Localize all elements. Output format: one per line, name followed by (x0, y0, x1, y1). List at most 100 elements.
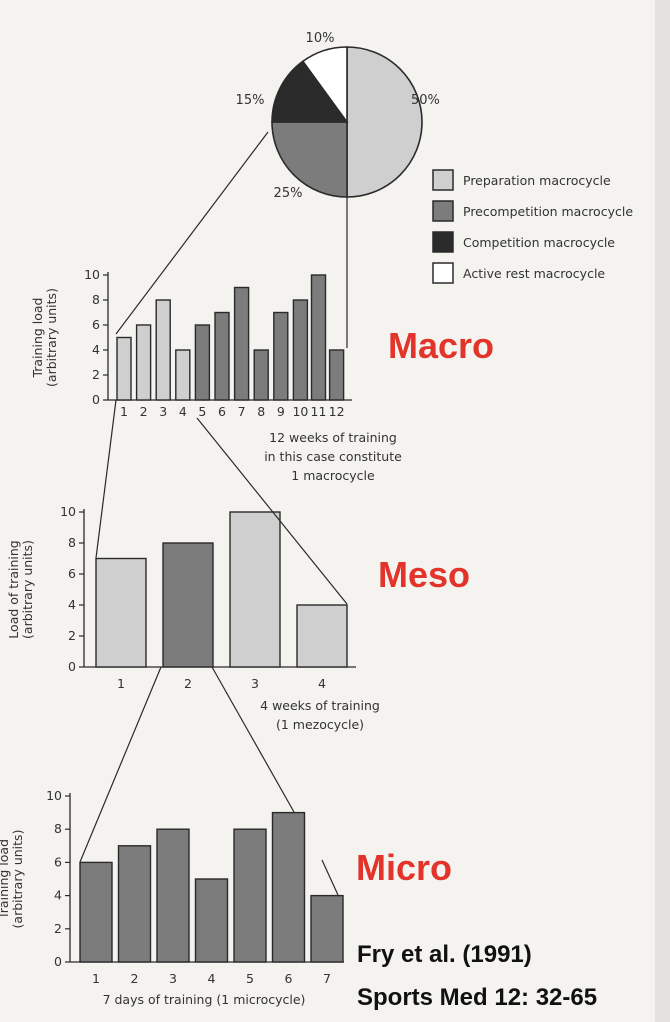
micro-label: Micro (356, 847, 452, 888)
bar (229, 511, 281, 668)
bar (194, 878, 229, 963)
x-tick-label: 6 (285, 971, 293, 986)
x-tick-label: 6 (218, 404, 226, 419)
x-tick-label: 4 (208, 971, 216, 986)
x-tick-label: 3 (169, 971, 177, 986)
pie-slice-label: 10% (306, 31, 335, 46)
y-tick-label: 10 (84, 267, 100, 282)
y-axis-label: Training load (30, 297, 45, 378)
bar (253, 349, 269, 401)
bar (117, 845, 152, 963)
y-axis-label-units: (arbitrary units) (44, 288, 59, 387)
x-tick-label: 2 (140, 404, 148, 419)
y-tick-label: 8 (54, 821, 62, 836)
chart-caption: 4 weeks of training (260, 698, 380, 713)
bar (292, 299, 309, 401)
macro-to-meso-right (196, 417, 348, 605)
macro-label: Macro (388, 325, 494, 366)
legend-swatch (432, 169, 454, 191)
bar (162, 542, 214, 668)
y-tick-label: 8 (92, 292, 100, 307)
y-tick-label: 4 (54, 888, 62, 903)
y-tick-label: 2 (92, 367, 100, 382)
y-tick-label: 6 (68, 566, 76, 581)
zoom-connectors (79, 131, 348, 896)
x-tick-label: 4 (179, 404, 187, 419)
bar (155, 299, 171, 401)
bar (175, 349, 191, 401)
y-axis-label-units: (arbitrary units) (20, 540, 35, 639)
micro-edge (321, 859, 339, 896)
x-tick-label: 7 (323, 971, 331, 986)
bar (271, 811, 306, 963)
chart-caption: 1 macrocycle (291, 468, 375, 483)
y-tick-label: 8 (68, 535, 76, 550)
y-tick-label: 10 (46, 788, 62, 803)
chart-caption: 12 weeks of training (269, 430, 397, 445)
bar (296, 604, 348, 668)
macro-to-meso-left (95, 399, 117, 559)
y-tick-label: 0 (92, 392, 100, 407)
x-tick-label: 2 (184, 676, 192, 691)
bar (273, 311, 289, 401)
pie-slice (346, 46, 423, 198)
x-tick-label: 4 (318, 676, 326, 691)
pie-slice-label: 25% (274, 186, 303, 201)
y-axis-label: Load of training (6, 540, 21, 638)
x-tick-label: 10 (292, 404, 308, 419)
x-tick-label: 12 (329, 404, 345, 419)
y-tick-label: 2 (68, 628, 76, 643)
y-tick-label: 0 (68, 659, 76, 674)
meso-to-micro-left (79, 666, 162, 863)
y-tick-label: 4 (92, 342, 100, 357)
x-tick-label: 1 (92, 971, 100, 986)
y-tick-label: 6 (54, 854, 62, 869)
bar (116, 336, 132, 401)
citation-journal: Sports Med 12: 32-65 (357, 984, 597, 1011)
bar (310, 274, 327, 401)
pie-slice-label: 50% (411, 93, 440, 108)
chart-caption: (1 mezocycle) (276, 717, 364, 732)
bar (233, 286, 250, 401)
y-tick-label: 4 (68, 597, 76, 612)
bar (328, 349, 345, 401)
x-tick-label: 3 (251, 676, 259, 691)
legend-label: Precompetition macrocycle (463, 204, 633, 219)
bar (95, 557, 147, 668)
meso-label: Meso (378, 554, 470, 595)
legend-swatch (432, 262, 454, 284)
x-tick-label: 5 (246, 971, 254, 986)
pie-slice-label: 15% (236, 93, 265, 108)
bar (310, 894, 344, 963)
bar (233, 828, 267, 963)
y-tick-label: 6 (92, 317, 100, 332)
legend-label: Preparation macrocycle (463, 173, 611, 188)
y-axis-label-units: (arbitrary units) (10, 830, 25, 929)
bar (156, 828, 190, 963)
legend-swatch (432, 200, 454, 222)
y-tick-label: 2 (54, 921, 62, 936)
x-tick-label: 9 (277, 404, 285, 419)
pie-slice (271, 121, 348, 198)
pie-slice (271, 60, 349, 123)
bar (79, 861, 113, 963)
x-tick-label: 3 (159, 404, 167, 419)
bar (135, 324, 152, 401)
chart-caption: in this case constitute (264, 449, 402, 464)
x-tick-label: 1 (120, 404, 128, 419)
bar (194, 324, 211, 401)
pie-slice (301, 46, 348, 125)
legend-label: Competition macrocycle (463, 235, 615, 250)
bar (214, 311, 230, 401)
page-edge (655, 0, 670, 1022)
pie-to-macro-left (115, 131, 269, 335)
legend-swatch (432, 231, 454, 253)
macrocycle-pie-chart: 50% 25% 15% 10% (236, 31, 440, 201)
x-tick-label: 1 (117, 676, 125, 691)
meso-to-micro-right (211, 666, 295, 813)
x-tick-label: 8 (257, 404, 265, 419)
